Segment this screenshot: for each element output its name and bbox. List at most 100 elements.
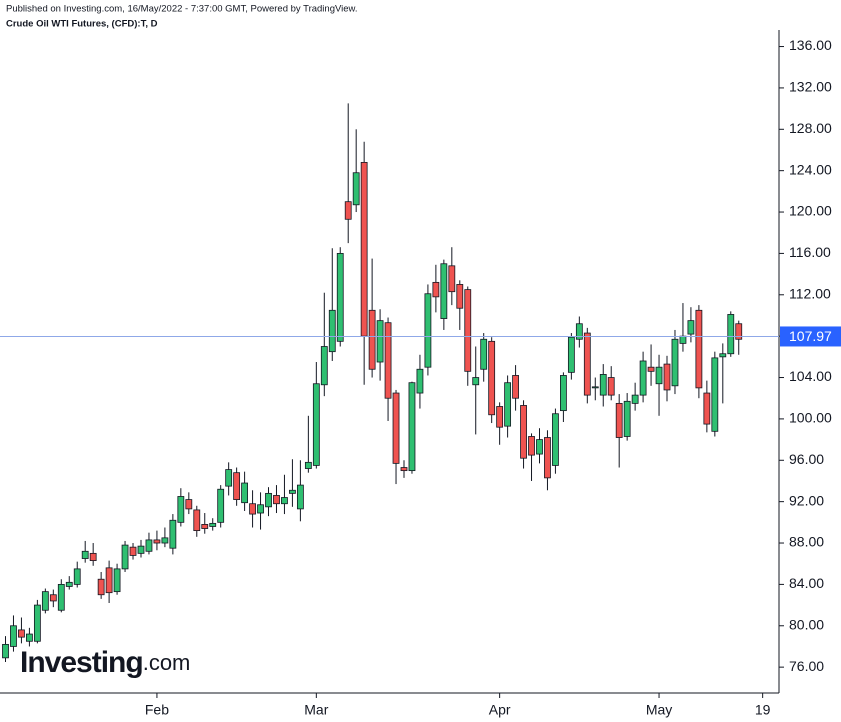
x-tick-label: Feb	[145, 702, 169, 718]
candle-body	[472, 377, 480, 386]
candle-body	[727, 314, 735, 355]
candle-body	[647, 366, 655, 372]
candle-body	[599, 374, 607, 396]
candle-body	[528, 436, 535, 456]
candle-body	[289, 489, 296, 494]
y-tick-label: 132.00	[789, 79, 832, 95]
candle-body	[320, 346, 328, 386]
candle-body	[695, 309, 703, 389]
candle-body	[153, 539, 161, 544]
candle-body	[129, 546, 137, 556]
candle-body	[33, 604, 41, 642]
candle-body	[496, 406, 504, 428]
candle-body	[536, 439, 543, 455]
candle-body	[344, 201, 352, 220]
candle-body	[567, 336, 575, 373]
candle-body	[89, 552, 97, 562]
y-tick-label: 120.00	[789, 203, 832, 219]
y-tick-label: 88.00	[789, 534, 824, 550]
candle-body	[296, 484, 304, 510]
candle-body	[257, 504, 264, 514]
candle-body	[560, 375, 567, 412]
candle-body	[201, 524, 209, 529]
candle-body	[26, 633, 33, 642]
y-tick-label: 124.00	[789, 161, 832, 177]
candle-body	[488, 340, 496, 416]
candle-body	[73, 568, 81, 585]
y-tick-label: 100.00	[789, 410, 832, 426]
candle-body	[304, 461, 312, 469]
candle-body	[41, 591, 49, 611]
candle-body	[376, 320, 384, 363]
y-tick-label: 136.00	[789, 37, 832, 53]
candle-body	[607, 377, 615, 396]
candle-body	[400, 467, 408, 472]
y-tick-label: 80.00	[789, 616, 824, 632]
candle-body	[679, 335, 687, 344]
candle-body	[225, 469, 233, 487]
candle-body	[352, 172, 360, 206]
candle-body	[663, 363, 671, 391]
candle-body	[615, 402, 623, 438]
candle-body	[575, 323, 583, 340]
y-tick-label: 92.00	[789, 492, 824, 508]
candle-body	[10, 625, 17, 647]
candle-body	[209, 522, 217, 527]
candle-body	[416, 368, 424, 394]
candle-body	[360, 161, 368, 337]
candle-body	[456, 284, 464, 309]
candle-body	[520, 405, 527, 459]
candle-body	[273, 495, 280, 505]
candle-body	[480, 338, 488, 370]
candle-body	[440, 263, 448, 319]
candle-body	[185, 499, 193, 510]
candle-body	[233, 472, 241, 500]
candle-body	[424, 293, 432, 368]
candle-body	[105, 567, 113, 594]
candle-body	[639, 360, 647, 396]
logo: Investing.com	[20, 646, 190, 679]
candle-body	[591, 386, 599, 389]
x-tick-label: Apr	[489, 702, 511, 718]
candle-body	[384, 322, 392, 399]
candle-body	[328, 309, 336, 353]
candle-body	[121, 544, 129, 570]
candle-body	[2, 643, 9, 659]
candle-body	[623, 400, 631, 437]
candle-body	[552, 413, 559, 466]
y-tick-label: 84.00	[789, 575, 824, 591]
candle-body	[687, 320, 695, 335]
last-price-box	[780, 326, 841, 347]
candle-body	[504, 382, 512, 427]
candle-body	[65, 581, 73, 587]
candle-body	[711, 357, 719, 432]
candle-body	[735, 323, 743, 340]
candle-body	[448, 265, 456, 293]
candle-body	[583, 332, 591, 396]
candle-body	[312, 383, 320, 466]
y-tick-label: 112.00	[789, 285, 831, 301]
candle-body	[671, 338, 679, 387]
y-tick-label: 76.00	[789, 658, 824, 674]
candle-body	[432, 281, 440, 298]
candle-body	[631, 394, 639, 404]
candle-body	[57, 583, 65, 611]
candle-body	[137, 545, 145, 554]
logo-suffix: .com	[143, 650, 191, 675]
candle-body	[544, 437, 551, 479]
candle-body	[217, 488, 225, 523]
chart-title: Crude Oil WTI Futures, (CFD):T, D	[6, 19, 158, 30]
candle-body	[464, 289, 472, 372]
candle-body	[97, 578, 105, 596]
candle-body	[177, 496, 185, 523]
candle-body	[249, 503, 256, 515]
y-tick-label: 128.00	[789, 120, 832, 136]
candle-body	[719, 353, 727, 358]
candle-body	[169, 519, 177, 549]
candle-body	[281, 497, 288, 505]
candle-body	[113, 568, 121, 593]
candle-body	[392, 392, 400, 464]
candle-body	[512, 375, 519, 399]
candle-body	[336, 253, 344, 342]
candle-body	[703, 392, 711, 425]
